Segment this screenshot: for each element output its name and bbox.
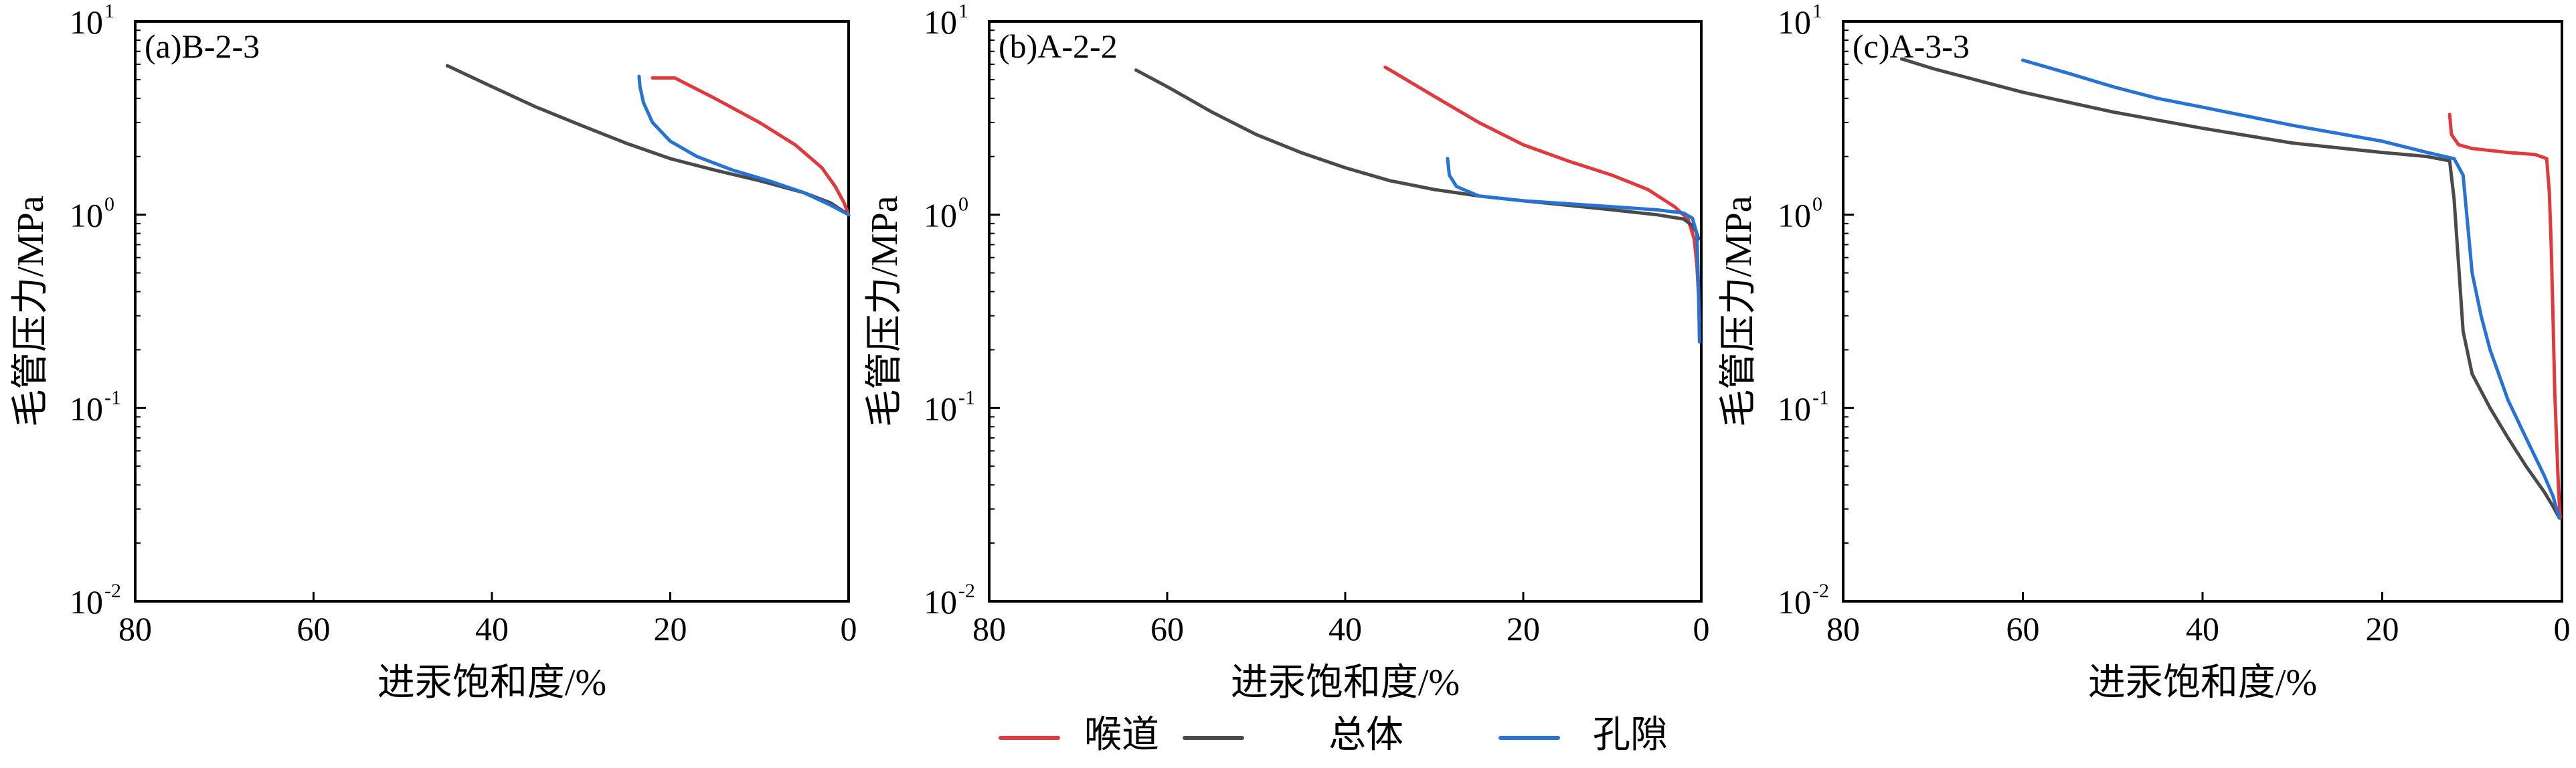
y-tick-exponent: -1 — [1812, 386, 1829, 408]
y-tick-label: 10 — [1778, 3, 1811, 41]
x-tick-label: 20 — [654, 610, 687, 647]
y-tick-label: 10 — [70, 197, 103, 234]
x-tick-label: 40 — [2186, 610, 2219, 647]
series-line-总体 — [1899, 57, 2561, 520]
legend-label: 总体 — [1328, 714, 1403, 756]
series-line-喉道 — [2448, 112, 2562, 520]
x-tick-label: 60 — [2006, 610, 2040, 647]
series-line-孔隙 — [637, 74, 851, 217]
y-tick-label: 10 — [924, 583, 957, 621]
legend-item-2: 总体 — [1183, 714, 1403, 756]
y-tick-exponent: 1 — [1812, 0, 1822, 22]
y-tick-label: 10 — [924, 390, 957, 427]
x-axis-title: 进汞饱和度/% — [377, 662, 606, 704]
y-tick-label: 10 — [70, 583, 103, 621]
x-tick-label: 0 — [2554, 610, 2571, 647]
y-tick-exponent: 0 — [104, 194, 114, 216]
x-tick-label: 80 — [1826, 610, 1860, 647]
x-tick-label: 40 — [475, 610, 509, 647]
legend: 喉道 总体 孔隙 — [999, 714, 1668, 756]
y-tick-exponent: -1 — [958, 386, 975, 408]
y-tick-label: 10 — [924, 3, 957, 41]
panel-label: (a)B-2-3 — [145, 27, 260, 65]
series-line-总体 — [1134, 68, 1701, 241]
y-tick-exponent: -2 — [104, 580, 121, 602]
x-tick-label: 0 — [1693, 610, 1710, 647]
y-tick-exponent: 0 — [958, 194, 968, 216]
legend-label: 孔隙 — [1593, 714, 1668, 756]
series-line-喉道 — [1383, 65, 1701, 323]
x-tick-label: 20 — [2366, 610, 2399, 647]
x-tick-label: 80 — [118, 610, 152, 647]
x-tick-label: 60 — [297, 610, 331, 647]
y-tick-label: 10 — [924, 197, 957, 234]
y-tick-exponent: 1 — [958, 0, 968, 22]
panel-label: (b)A-2-2 — [999, 27, 1118, 65]
y-tick-label: 10 — [1778, 390, 1811, 427]
y-tick-exponent: -1 — [104, 386, 121, 408]
series-line-孔隙 — [2021, 58, 2561, 520]
x-tick-label: 80 — [972, 610, 1006, 647]
x-tick-label: 40 — [1328, 610, 1362, 647]
y-tick-exponent: -2 — [1812, 580, 1829, 602]
y-tick-label: 10 — [70, 3, 103, 41]
x-axis-title: 进汞饱和度/% — [1231, 662, 1460, 704]
y-axis-title: 毛管压力/MPa — [10, 196, 52, 427]
y-tick-label: 10 — [1778, 197, 1811, 234]
legend-label: 喉道 — [1084, 714, 1159, 756]
y-axis-title: 毛管压力/MPa — [1718, 196, 1759, 427]
x-tick-label: 0 — [841, 610, 857, 647]
y-tick-label: 10 — [70, 390, 103, 427]
y-tick-exponent: 1 — [104, 0, 114, 22]
y-tick-exponent: -2 — [958, 580, 975, 602]
x-tick-label: 20 — [1507, 610, 1540, 647]
y-tick-label: 10 — [1778, 583, 1811, 621]
plot-frame — [988, 20, 1703, 603]
series-line-孔隙 — [1446, 157, 1701, 343]
legend-item-1: 喉道 — [999, 714, 1159, 756]
x-axis-title: 进汞饱和度/% — [2088, 662, 2317, 704]
y-axis-title: 毛管压力/MPa — [864, 196, 906, 427]
plot-frame — [134, 20, 850, 603]
x-tick-label: 60 — [1150, 610, 1184, 647]
y-tick-exponent: 0 — [1812, 194, 1822, 216]
legend-item-3: 孔隙 — [1498, 714, 1668, 756]
series-line-喉道 — [651, 76, 851, 217]
panel-label: (c)A-3-3 — [1853, 27, 1970, 65]
